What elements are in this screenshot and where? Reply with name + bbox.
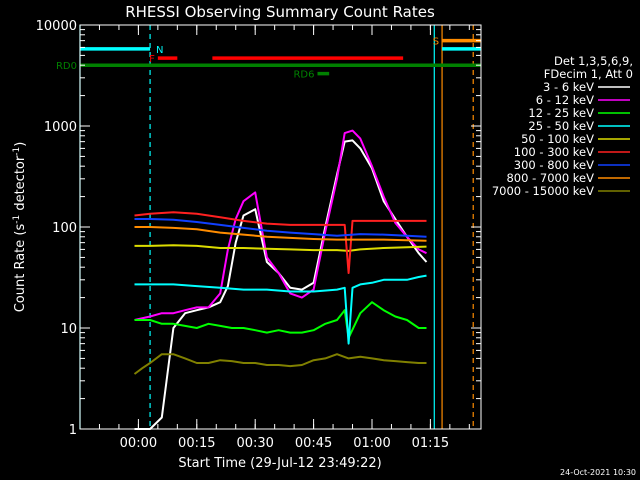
legend-label-3: 25 - 50 keV [528, 119, 594, 133]
y-axis-label-sup2: -1 [12, 147, 22, 156]
legend-header-line2: FDecim 1, Att 0 [544, 67, 633, 81]
legend-label-0: 3 - 6 keV [543, 80, 594, 94]
axes: 1 10 100 1000 10000 00:00 00:15 00:30 00:45 01:00… [36, 19, 481, 451]
y-axis-label-mid: detector [13, 155, 28, 215]
legend-label-2: 12 - 25 keV [528, 106, 594, 120]
flag-label-5: RD0 [56, 61, 77, 72]
legend-header-line1: Det 1,3,5,6,9, [554, 54, 633, 68]
legend-label-7: 800 - 7000 keV [506, 171, 594, 185]
legend-label-8: 7000 - 15000 keV [492, 184, 594, 198]
series-line-5 [134, 211, 427, 274]
y-tick-label-4: 10000 [36, 19, 77, 34]
series-line-7 [134, 226, 427, 242]
chart-title: RHESSI Observing Summary Count Rates [125, 3, 435, 21]
y-tick-label-1: 10 [60, 322, 77, 337]
x-tick-label-5: 01:15 [412, 436, 449, 451]
series-line-0 [134, 139, 428, 430]
series-line-6 [134, 218, 427, 238]
y-tick-label-3: 1000 [44, 120, 77, 135]
flag-bars: N S F RD0 RD6 [56, 37, 481, 81]
legend-label-4: 50 - 100 keV [521, 132, 594, 146]
y-axis-label-sup1: -1 [12, 215, 22, 224]
x-axis-label: Start Time (29-Jul-12 23:49:22) [178, 456, 381, 471]
footer-date: 24-Oct-2021 10:30 [560, 468, 636, 477]
series-line-3 [134, 274, 427, 345]
legend: Det 1,3,5,6,9, FDecim 1, Att 0 3 - 6 keV… [492, 54, 633, 198]
flag-label-6: RD6 [293, 70, 314, 81]
series-line-8 [133, 353, 427, 375]
series-group [133, 129, 428, 430]
legend-label-1: 6 - 12 keV [536, 93, 594, 107]
flag-label-2: S [433, 37, 439, 48]
x-tick-label-3: 00:45 [295, 436, 332, 451]
x-tick-label-4: 01:00 [353, 436, 390, 451]
flag-label-0: N [156, 45, 163, 56]
legend-label-6: 300 - 800 keV [514, 158, 594, 172]
x-tick-label-1: 00:15 [178, 436, 215, 451]
legend-label-5: 100 - 300 keV [514, 145, 594, 159]
series-line-2 [134, 301, 427, 339]
flag-label-3: F [149, 54, 155, 65]
series-line-4 [134, 244, 427, 252]
x-tick-label-2: 00:30 [236, 436, 273, 451]
y-axis-label-end: ) [13, 142, 28, 147]
series-line-1 [134, 129, 427, 321]
x-tick-label-0: 00:00 [120, 436, 157, 451]
y-tick-label-0: 1 [69, 423, 77, 438]
y-axis-label: Count Rate (s-1 detector-1) [12, 142, 28, 313]
y-axis-label-main: Count Rate (s [13, 224, 28, 313]
y-tick-label-2: 100 [52, 221, 77, 236]
